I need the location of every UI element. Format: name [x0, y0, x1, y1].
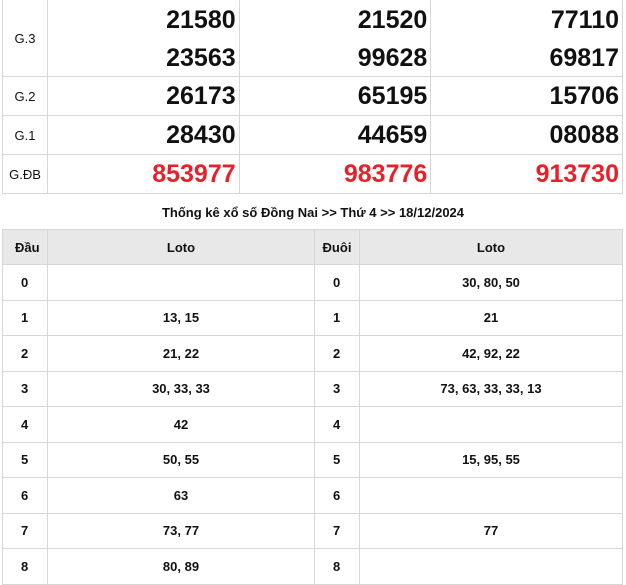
prize-label: G.ĐB	[2, 154, 48, 194]
duoi-cell: 1	[314, 299, 360, 336]
duoi-cell: 8	[314, 548, 360, 585]
prize-cell: 77110 69817	[430, 0, 623, 77]
dau-cell: 3	[2, 370, 48, 407]
prize-label: G.3	[2, 0, 48, 77]
loto-dau-cell: 30, 33, 33	[47, 370, 315, 407]
prize-row: G.1 28430 44659 08088	[2, 115, 623, 155]
prize-cell: 913730	[430, 154, 623, 194]
header-dau: Đầu	[2, 229, 48, 265]
prize-number: 21520	[357, 6, 428, 34]
prize-cell: 21520 99628	[238, 0, 432, 77]
loto-dau-cell: 21, 22	[47, 335, 315, 372]
prize-number: 23563	[166, 44, 236, 72]
loto-duoi-cell: 77	[359, 512, 623, 549]
prize-number: 853977	[152, 160, 236, 188]
duoi-cell: 6	[314, 477, 360, 514]
duoi-cell: 3	[314, 370, 360, 407]
stats-row: 0 0 30, 80, 50	[2, 264, 623, 301]
duoi-cell: 0	[314, 264, 360, 301]
loto-duoi-cell: 30, 80, 50	[359, 264, 623, 301]
loto-dau-cell: 73, 77	[47, 512, 315, 549]
header-loto-dau: Loto	[47, 229, 315, 265]
duoi-cell: 4	[314, 406, 360, 443]
loto-dau-cell: 13, 15	[47, 299, 315, 336]
prize-row: G.3 21580 23563 21520 99628 77110 69817	[2, 0, 623, 77]
prize-number: 26173	[166, 82, 236, 110]
header-loto-duoi: Loto	[359, 229, 623, 265]
prize-number: 44659	[357, 121, 428, 149]
duoi-cell: 2	[314, 335, 360, 372]
dau-cell: 6	[2, 477, 48, 514]
stats-row: 1 13, 15 1 21	[2, 299, 623, 336]
prize-row: G.2 26173 65195 15706	[2, 76, 623, 116]
loto-duoi-cell: 21	[359, 299, 623, 336]
prize-label: G.2	[2, 76, 48, 116]
duoi-cell: 7	[314, 512, 360, 549]
dau-cell: 4	[2, 406, 48, 443]
prize-number: 77110	[550, 6, 619, 34]
dau-cell: 8	[2, 548, 48, 585]
loto-stats-table: Đầu Loto Đuôi Loto 0 0 30, 80, 50 1 13, 15 1 2…	[2, 229, 623, 585]
stats-title: Thống kê xổ số Đồng Nai >> Thứ 4 >> 18/1…	[161, 205, 465, 220]
prize-cell: 44659	[238, 115, 432, 155]
prize-cell: 15706	[430, 76, 623, 116]
prize-cell: 21580 23563	[47, 0, 240, 77]
loto-dau-cell: 50, 55	[47, 441, 315, 478]
loto-dau-cell	[47, 264, 315, 301]
dau-cell: 0	[2, 264, 48, 301]
prize-number: 21580	[166, 6, 236, 34]
loto-duoi-cell: 73, 63, 33, 33, 13	[359, 370, 623, 407]
prize-number: 983776	[343, 160, 428, 188]
loto-duoi-cell: 42, 92, 22	[359, 335, 623, 372]
prize-number: 28430	[166, 121, 236, 149]
prize-number: 08088	[549, 121, 619, 149]
prize-cell: 853977	[47, 154, 240, 194]
prize-number: 69817	[549, 44, 619, 72]
prize-number: 15706	[549, 82, 619, 110]
stats-row: 2 21, 22 2 42, 92, 22	[2, 335, 623, 372]
prize-number: 65195	[357, 82, 428, 110]
prize-cell: 28430	[47, 115, 240, 155]
dau-cell: 2	[2, 335, 48, 372]
loto-dau-cell: 80, 89	[47, 548, 315, 585]
dau-cell: 7	[2, 512, 48, 549]
header-row: Đầu Loto Đuôi Loto	[2, 229, 623, 265]
loto-duoi-cell	[359, 406, 623, 443]
prize-cell: 26173	[47, 76, 240, 116]
loto-duoi-cell	[359, 477, 623, 514]
prize-cell: 65195	[238, 76, 432, 116]
stats-row: 3 30, 33, 33 3 73, 63, 33, 33, 13	[2, 370, 623, 407]
loto-dau-cell: 63	[47, 477, 315, 514]
prize-cell: 983776	[238, 154, 432, 194]
header-duoi: Đuôi	[314, 229, 360, 265]
loto-dau-cell: 42	[47, 406, 315, 443]
loto-duoi-cell: 15, 95, 55	[359, 441, 623, 478]
dau-cell: 5	[2, 441, 48, 478]
results-table: G.3 21580 23563 21520 99628 77110 69817 G.2 2617…	[2, 0, 623, 194]
stats-row: 4 42 4	[2, 406, 623, 443]
stats-row: 5 50, 55 5 15, 95, 55	[2, 441, 623, 478]
prize-number: 913730	[535, 160, 619, 188]
dau-cell: 1	[2, 299, 48, 336]
stats-row: 6 63 6	[2, 477, 623, 514]
stats-row: 8 80, 89 8	[2, 548, 623, 585]
prize-number: 99628	[357, 44, 428, 72]
prize-row: G.ĐB 853977 983776 913730	[2, 154, 623, 194]
duoi-cell: 5	[314, 441, 360, 478]
loto-duoi-cell	[359, 548, 623, 585]
stats-row: 7 73, 77 7 77	[2, 512, 623, 549]
prize-cell: 08088	[430, 115, 623, 155]
prize-label: G.1	[2, 115, 48, 155]
